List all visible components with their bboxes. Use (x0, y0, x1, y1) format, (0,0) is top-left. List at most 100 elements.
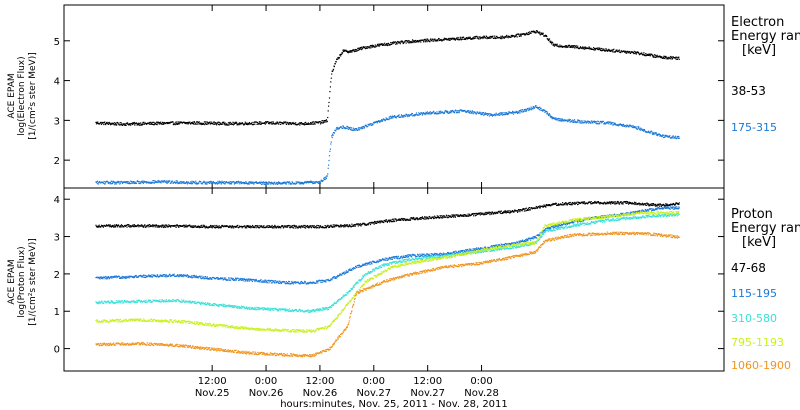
data-point (105, 122, 107, 125)
data-point (124, 276, 126, 279)
data-point (498, 114, 500, 116)
data-point (314, 226, 317, 228)
data-point (158, 122, 160, 124)
data-point (154, 181, 156, 183)
data-point (299, 283, 301, 285)
data-point (494, 115, 496, 117)
data-point (291, 225, 293, 227)
data-point (377, 45, 379, 47)
data-point (229, 225, 231, 227)
data-point (335, 130, 337, 132)
data-point (665, 204, 667, 206)
data-point (204, 227, 207, 229)
data-point (389, 118, 391, 120)
data-point (133, 224, 135, 226)
data-point (300, 227, 302, 229)
electron-panel-frame (63, 4, 725, 189)
data-point (501, 212, 503, 214)
data-point (417, 41, 419, 43)
data-point (293, 224, 295, 226)
data-point (454, 38, 456, 40)
data-point (550, 228, 552, 230)
data-point (253, 122, 255, 124)
data-point (491, 245, 493, 247)
data-point (658, 133, 661, 135)
data-point (478, 213, 480, 215)
data-point (391, 258, 394, 260)
data-point (452, 38, 455, 40)
data-point (623, 50, 625, 52)
data-point (573, 119, 576, 121)
electron-ylabel-line3: [1/(cm²s ster MeV)] (28, 52, 38, 139)
data-point (178, 181, 180, 183)
data-point (565, 45, 567, 48)
data-point (528, 207, 530, 209)
data-point (555, 225, 557, 227)
data-point (465, 215, 467, 217)
data-point (192, 122, 194, 125)
data-point (550, 205, 552, 207)
data-point (285, 183, 287, 185)
data-point (425, 112, 428, 114)
data-point (111, 277, 113, 279)
data-point (262, 182, 264, 184)
data-point (245, 225, 247, 227)
data-point (363, 126, 365, 128)
data-point (308, 282, 310, 284)
data-point (200, 225, 202, 227)
data-point (374, 46, 376, 48)
data-point (272, 183, 275, 185)
data-point (153, 121, 155, 124)
data-point (125, 224, 128, 226)
data-point (341, 274, 343, 276)
data-point (505, 211, 507, 213)
data-point (414, 218, 416, 220)
data-point (625, 52, 627, 54)
data-point (133, 123, 135, 125)
data-point (316, 280, 318, 283)
data-point (441, 253, 443, 255)
data-point (564, 119, 566, 121)
data-point (443, 254, 445, 256)
data-point (409, 42, 411, 44)
data-point (168, 274, 170, 276)
data-point (365, 262, 368, 264)
data-point (633, 50, 635, 52)
data-point (239, 124, 241, 126)
data-point (462, 249, 464, 252)
data-point (642, 130, 645, 132)
data-point (451, 216, 453, 218)
data-point (484, 212, 486, 214)
data-point (295, 122, 297, 124)
data-point (384, 42, 386, 44)
data-point (142, 226, 144, 228)
data-point (185, 224, 187, 226)
data-point (307, 182, 309, 184)
data-point (151, 225, 153, 227)
data-point (545, 110, 547, 113)
data-point (138, 124, 140, 126)
data-point (360, 225, 362, 227)
data-point (109, 224, 111, 226)
data-point (103, 123, 105, 126)
data-point (557, 225, 559, 228)
data-point (124, 124, 126, 126)
data-point (597, 48, 599, 51)
data-point (599, 48, 601, 50)
data-point (202, 226, 204, 228)
data-point (585, 120, 587, 122)
data-point (149, 225, 151, 228)
data-point (278, 123, 280, 125)
data-point (561, 119, 563, 121)
data-point (557, 203, 560, 205)
data-point (573, 120, 575, 122)
data-point (349, 268, 351, 270)
data-point (266, 282, 268, 284)
data-point (190, 226, 193, 228)
data-point (167, 121, 169, 124)
data-point (548, 39, 550, 42)
data-point (257, 281, 259, 283)
data-point (672, 56, 674, 58)
data-point (217, 180, 219, 182)
data-point (568, 119, 571, 121)
